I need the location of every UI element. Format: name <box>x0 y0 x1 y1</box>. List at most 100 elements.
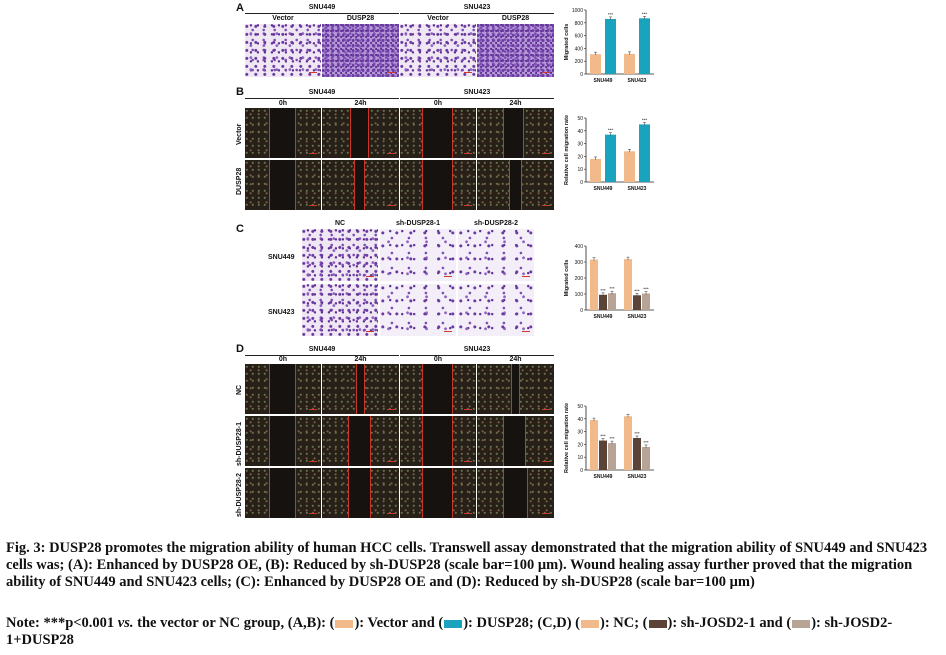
y-axis-label: Relative cell migration rate <box>564 115 570 185</box>
migration-rate-chart-b: 0 10 20 30 40 50 Relative cell migration rate *… <box>564 115 654 192</box>
note-vs: vs. <box>117 615 134 631</box>
bar <box>624 53 635 74</box>
note-vector: ): Vector and ( <box>354 615 444 631</box>
panel-d-time-4: 24h <box>509 356 522 363</box>
note-sh2: ): sh-JOSD2-1+DUSP28 <box>6 615 893 648</box>
wound-image <box>245 468 321 518</box>
panel-d-cellline-2: SNU423 <box>463 346 491 353</box>
y-tick-label: 200 <box>575 276 584 282</box>
panel-a-cellline-2: SNU423 <box>463 4 491 11</box>
bar <box>624 151 635 182</box>
wound-image <box>400 364 476 414</box>
wound-image <box>245 160 321 210</box>
wound-image <box>322 416 399 466</box>
significance-label: *** <box>609 286 615 291</box>
figure-caption: Fig. 3: DUSP28 promotes the migration ab… <box>6 540 936 591</box>
y-tick-label: 10 <box>577 167 583 173</box>
bar <box>624 259 632 310</box>
note-sh1: ): sh-JOSD2-1 and ( <box>667 615 792 631</box>
note-dusp28: ): DUSP28; (C,D) ( <box>463 615 580 631</box>
bar <box>590 420 598 470</box>
bar <box>608 443 616 470</box>
significance-label: *** <box>643 287 649 292</box>
panel-d-underline-2 <box>400 355 554 356</box>
y-tick-label: 0 <box>580 180 583 186</box>
bar <box>599 294 607 310</box>
x-tick-label: SNU423 <box>628 474 647 480</box>
panel-a-label: A <box>236 2 244 14</box>
y-tick-label: 1000 <box>572 8 583 14</box>
wound-image <box>477 416 554 466</box>
bar <box>608 293 616 310</box>
panel-d-label: D <box>236 343 244 355</box>
wound-image <box>477 160 554 210</box>
x-tick-label: SNU423 <box>628 78 647 84</box>
panel-b-time-1: 0h <box>278 100 288 107</box>
wound-image <box>245 108 321 158</box>
note-start: Note: ***p<0.001 <box>6 615 115 631</box>
figure-note: Note: ***p<0.001 vs. the vector or NC gr… <box>6 615 936 649</box>
panel-c-row-2: SNU423 <box>268 309 295 316</box>
sh1-swatch <box>648 619 667 628</box>
x-tick-label: SNU423 <box>628 314 647 320</box>
y-tick-label: 100 <box>575 292 584 298</box>
x-tick-label: SNU423 <box>628 186 647 192</box>
transwell-image <box>380 284 456 336</box>
y-tick-label: 0 <box>580 72 583 78</box>
y-tick-label: 30 <box>577 430 583 436</box>
panel-a-group-4: DUSP28 <box>501 15 530 22</box>
significance-label: *** <box>634 288 640 293</box>
y-tick-label: 400 <box>575 244 584 250</box>
transwell-image <box>322 24 399 77</box>
sh2-swatch <box>792 619 811 628</box>
significance-label: *** <box>642 11 648 16</box>
y-axis-label: Relative cell migration rate <box>564 403 570 473</box>
bar <box>605 134 616 182</box>
panel-d-row-1: NC <box>236 384 243 395</box>
panel-a-group-1: Vector <box>272 15 294 22</box>
bar <box>590 158 601 182</box>
panel-b-cellline-1: SNU449 <box>308 89 336 96</box>
transwell-image <box>302 284 378 336</box>
y-tick-label: 300 <box>575 260 584 266</box>
panel-c-group-2: sh-DUSP28-1 <box>396 220 440 227</box>
x-tick-label: SNU449 <box>594 314 613 320</box>
panel-b-underline-2 <box>400 98 554 99</box>
wound-image <box>322 468 399 518</box>
y-tick-label: 40 <box>577 417 583 423</box>
wound-image <box>322 160 399 210</box>
panel-a-underline-1 <box>245 13 399 14</box>
transwell-image <box>458 284 534 336</box>
wound-image <box>245 416 321 466</box>
y-tick-label: 50 <box>577 116 583 122</box>
bar <box>642 446 650 470</box>
bar <box>590 259 598 310</box>
panel-a-underline-2 <box>400 13 554 14</box>
y-tick-label: 20 <box>577 154 583 160</box>
bar <box>590 54 601 74</box>
bar <box>624 416 632 470</box>
panel-d-cellline-1: SNU449 <box>308 346 336 353</box>
panel-c-group-1: NC <box>334 220 346 227</box>
panel-b-row-2: DUSP28 <box>236 167 243 195</box>
y-tick-label: 800 <box>575 21 584 27</box>
panel-d-underline-1 <box>245 355 399 356</box>
wound-image <box>400 416 476 466</box>
wound-image <box>245 364 321 414</box>
y-tick-label: 0 <box>580 308 583 314</box>
wound-image <box>400 468 476 518</box>
note-mid: the vector or NC group, (A,B): ( <box>137 615 335 631</box>
y-tick-label: 40 <box>577 129 583 135</box>
panel-b-time-3: 0h <box>433 100 443 107</box>
y-tick-label: 50 <box>577 404 583 410</box>
y-tick-label: 20 <box>577 442 583 448</box>
x-tick-label: SNU449 <box>594 186 613 192</box>
significance-label: *** <box>608 128 614 133</box>
bar <box>599 440 607 470</box>
y-tick-label: 30 <box>577 142 583 148</box>
bar <box>605 18 616 74</box>
transwell-image <box>302 229 378 281</box>
transwell-image <box>380 229 456 281</box>
y-tick-label: 200 <box>575 59 584 65</box>
